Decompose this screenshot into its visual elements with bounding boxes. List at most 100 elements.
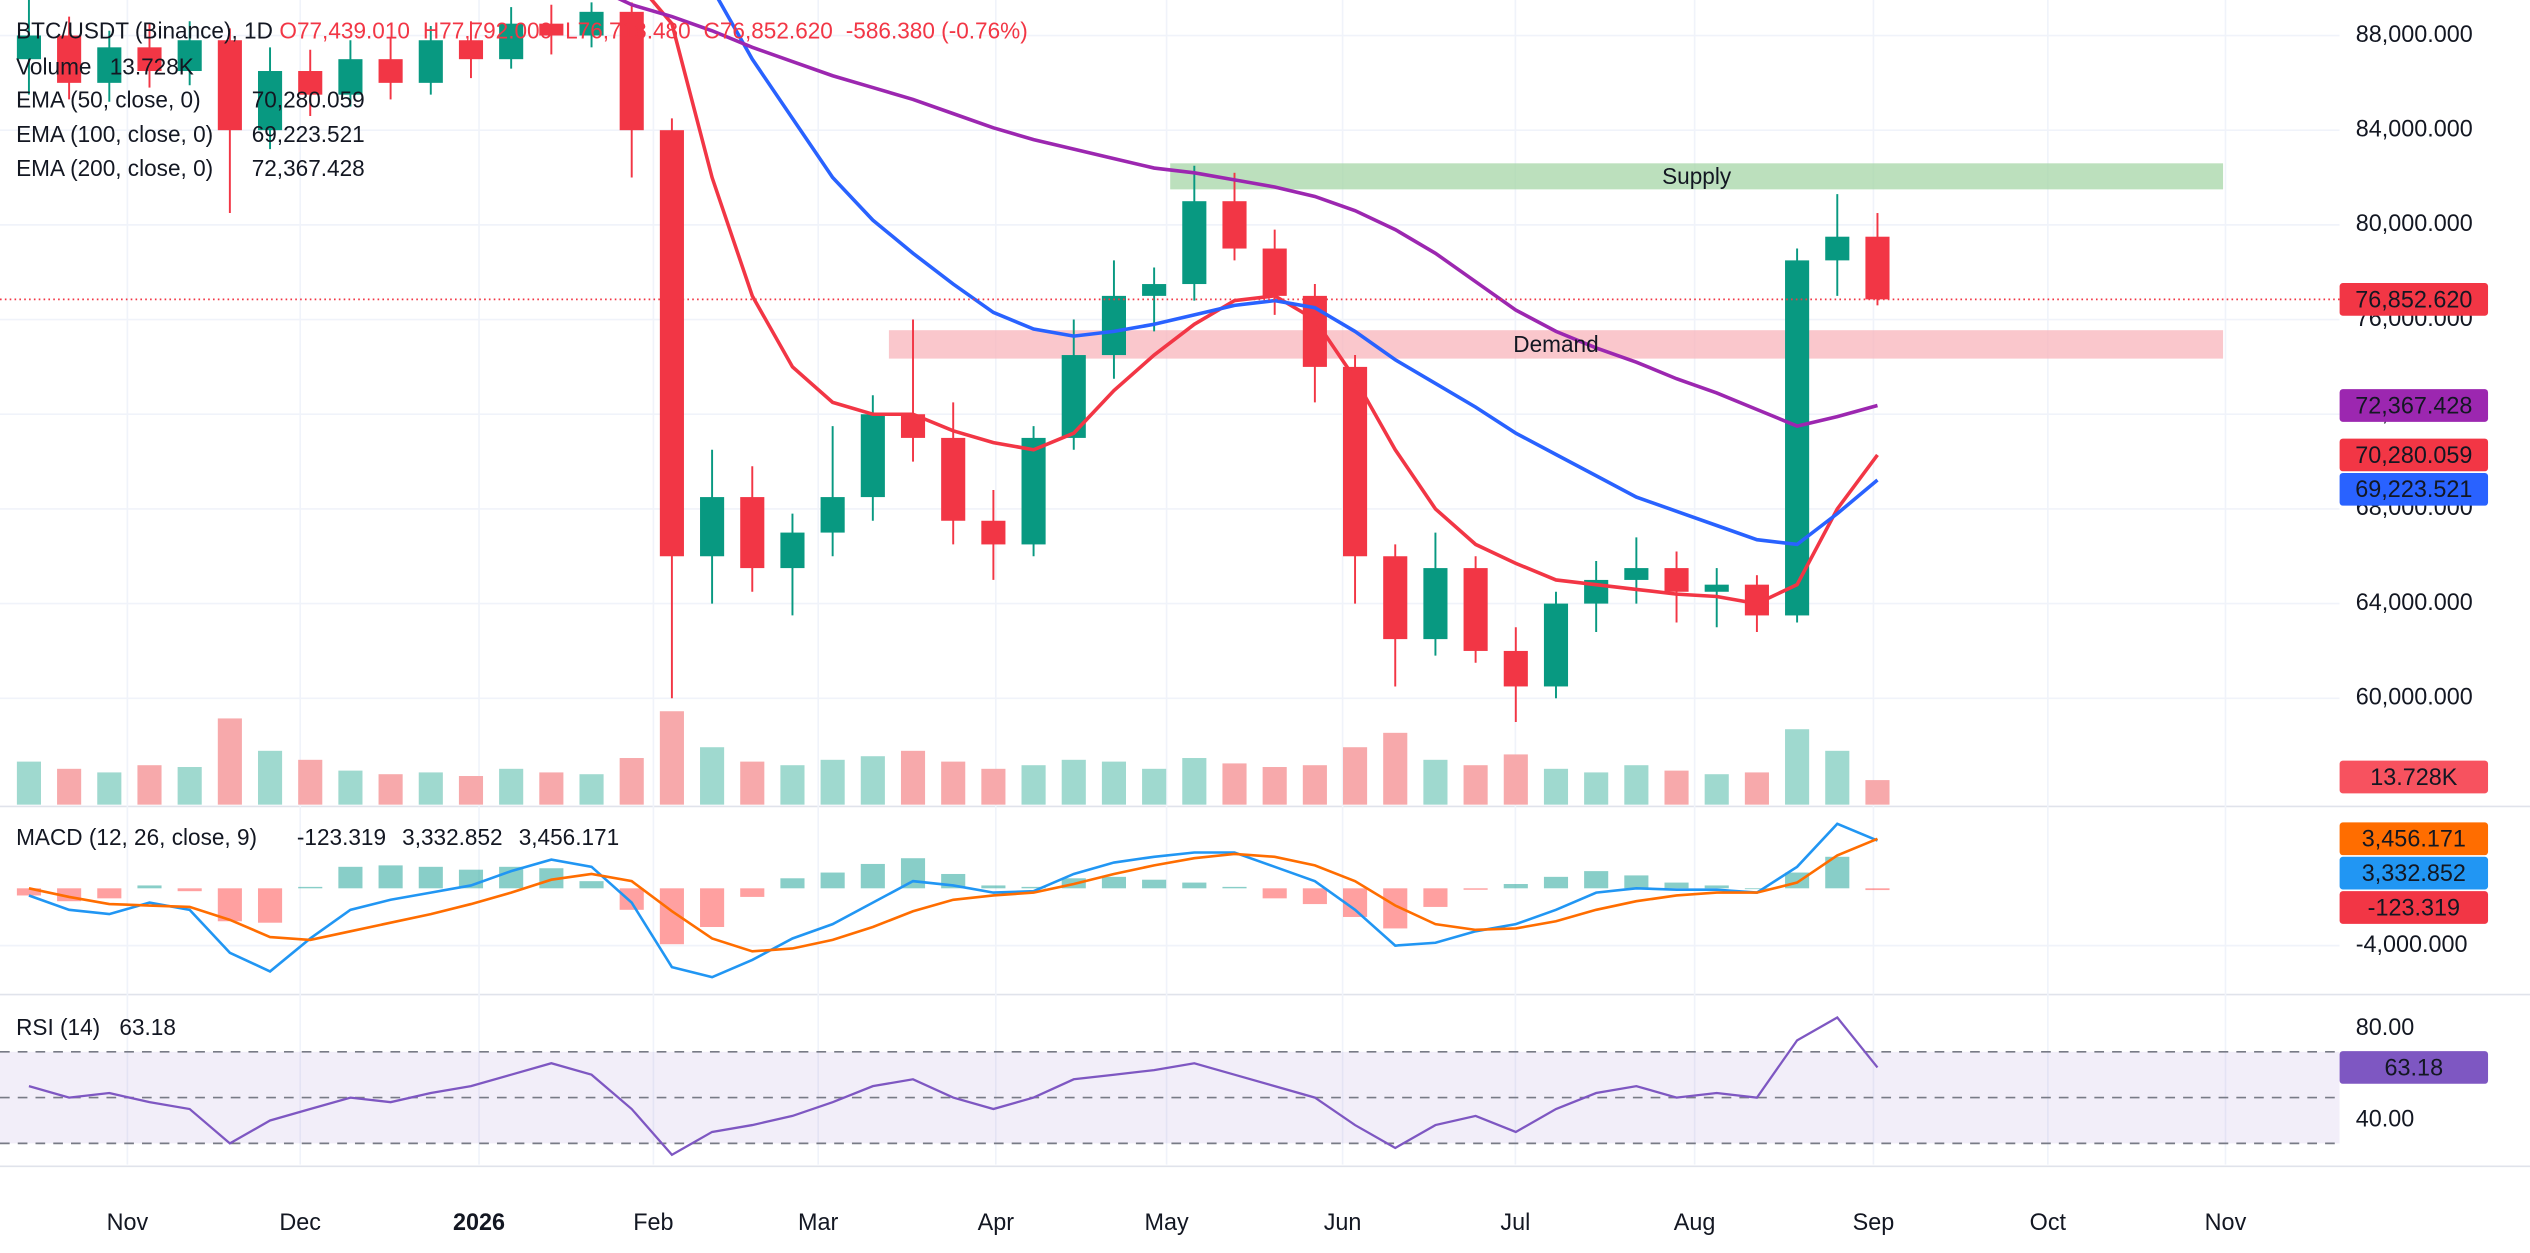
rsi-pane [0, 1015, 2340, 1157]
volume-bar [1142, 768, 1167, 805]
macd-histogram [1021, 886, 1046, 889]
candle-body [378, 59, 403, 83]
volume-bar [659, 711, 684, 805]
candle-body [900, 414, 926, 438]
macd-histogram [378, 865, 403, 889]
low: L76,718.480 [565, 18, 691, 44]
candle-body [338, 59, 363, 95]
macd-last-label: 3,332.852 [2362, 860, 2466, 886]
y-tick-label: 60,000.000 [2356, 683, 2473, 709]
volume-bar [16, 761, 41, 805]
macd-line [28, 837, 1878, 953]
last-price-label-bg [2339, 283, 2489, 316]
volume-bar [1182, 758, 1207, 805]
macd-last-label: 3,456.171 [2362, 826, 2466, 852]
macd-histogram [619, 888, 644, 910]
candle-body [1664, 568, 1689, 592]
volume-bar [137, 765, 162, 805]
volume-bar [1463, 765, 1488, 805]
candle-body [1343, 366, 1368, 557]
volume-bar [1423, 759, 1448, 805]
candle-body [579, 11, 604, 36]
candle-body [860, 414, 885, 498]
y-tick-label: 80,000.000 [2356, 210, 2473, 236]
volume-last-label-bg [2339, 760, 2489, 794]
macd-histogram [1423, 888, 1448, 907]
rsi-last-label: 63.18 [2385, 1054, 2444, 1080]
macd-last-label: -123.319 [2368, 894, 2460, 920]
candle-body [1503, 650, 1528, 687]
close: C76,852.620 [704, 18, 833, 44]
volume-bar [1744, 772, 1769, 805]
candle-body [780, 532, 805, 569]
y-tick-label: 88,000.000 [2356, 21, 2473, 47]
candle-body [97, 47, 122, 83]
ema-last-label: 69,223.521 [2355, 476, 2472, 502]
zone-label: Demand [1513, 331, 1598, 357]
candle-body [257, 71, 283, 131]
volume-bar [941, 761, 966, 805]
volume-bar [860, 756, 885, 805]
volume-last-label: 13.728K [2370, 764, 2457, 790]
macd-histogram [217, 888, 242, 922]
candle-body [458, 40, 484, 60]
ema-line [716, 0, 1879, 547]
volume-bar [1825, 750, 1850, 805]
macd-legend-value: 3,456.171 [519, 824, 619, 850]
macd-histogram [1101, 876, 1126, 889]
volume-bar [1383, 732, 1408, 805]
symbol: BTC/USDT (Binance), 1D [16, 18, 273, 44]
y-tick-label: -4,000.000 [2356, 931, 2468, 957]
macd-histogram [820, 872, 845, 889]
volume-bar [700, 747, 725, 805]
candle-body [1463, 568, 1488, 651]
x-tick-label: May [1144, 1209, 1188, 1235]
volume-bar [1061, 759, 1086, 805]
y-tick-label: 40.00 [2356, 1106, 2415, 1132]
candle-body [137, 47, 162, 72]
price-axis-bg [2339, 0, 2530, 1253]
volume-bar [499, 768, 524, 805]
macd-histogram [338, 866, 363, 889]
volume-bar [97, 772, 122, 805]
macd-histogram [97, 888, 122, 899]
macd-histogram [1624, 875, 1649, 889]
candle-body [1825, 236, 1850, 261]
open: O77,439.010 [279, 18, 410, 44]
macd-histogram [1503, 884, 1528, 889]
macd-histogram [257, 888, 283, 923]
volume-legend: Volume [16, 54, 91, 80]
ema-last-label-bg [2339, 389, 2489, 422]
macd-histogram [1142, 879, 1167, 889]
macd-histogram [1584, 871, 1609, 889]
volume-bar [338, 770, 363, 805]
macd-histogram [780, 878, 805, 889]
zone [1170, 163, 2224, 190]
volume-bar [1624, 765, 1649, 805]
ema-legend-value: 70,280.059 [252, 86, 365, 112]
candle-body [217, 40, 242, 131]
macd-title: MACD (12, 26, close, 9) [16, 824, 257, 850]
macd-legend-value: 3,332.852 [402, 824, 502, 850]
candle-body [57, 35, 82, 83]
macd-pane [0, 822, 2340, 979]
candle-body [418, 40, 443, 83]
volume-bar [418, 772, 443, 805]
x-tick-label: Jun [1324, 1209, 1362, 1235]
ema-legend-value: 69,223.521 [252, 121, 365, 147]
candle-body [659, 130, 684, 557]
x-tick-label: 2026 [453, 1209, 505, 1235]
volume-bar [780, 765, 805, 805]
volume-bar [1101, 761, 1126, 805]
ema-last-label: 72,367.428 [2355, 392, 2472, 418]
volume-bar [257, 750, 283, 805]
y-tick-label: 84,000.000 [2356, 115, 2473, 141]
volume-bar [1503, 754, 1528, 805]
x-tick-label: Aug [1674, 1209, 1716, 1235]
rsi-last-label-bg [2339, 1051, 2489, 1084]
macd-histogram [1704, 885, 1729, 889]
volume-bar [1664, 770, 1689, 805]
volume-bar [1302, 765, 1327, 805]
x-tick-label: Nov [107, 1209, 149, 1235]
